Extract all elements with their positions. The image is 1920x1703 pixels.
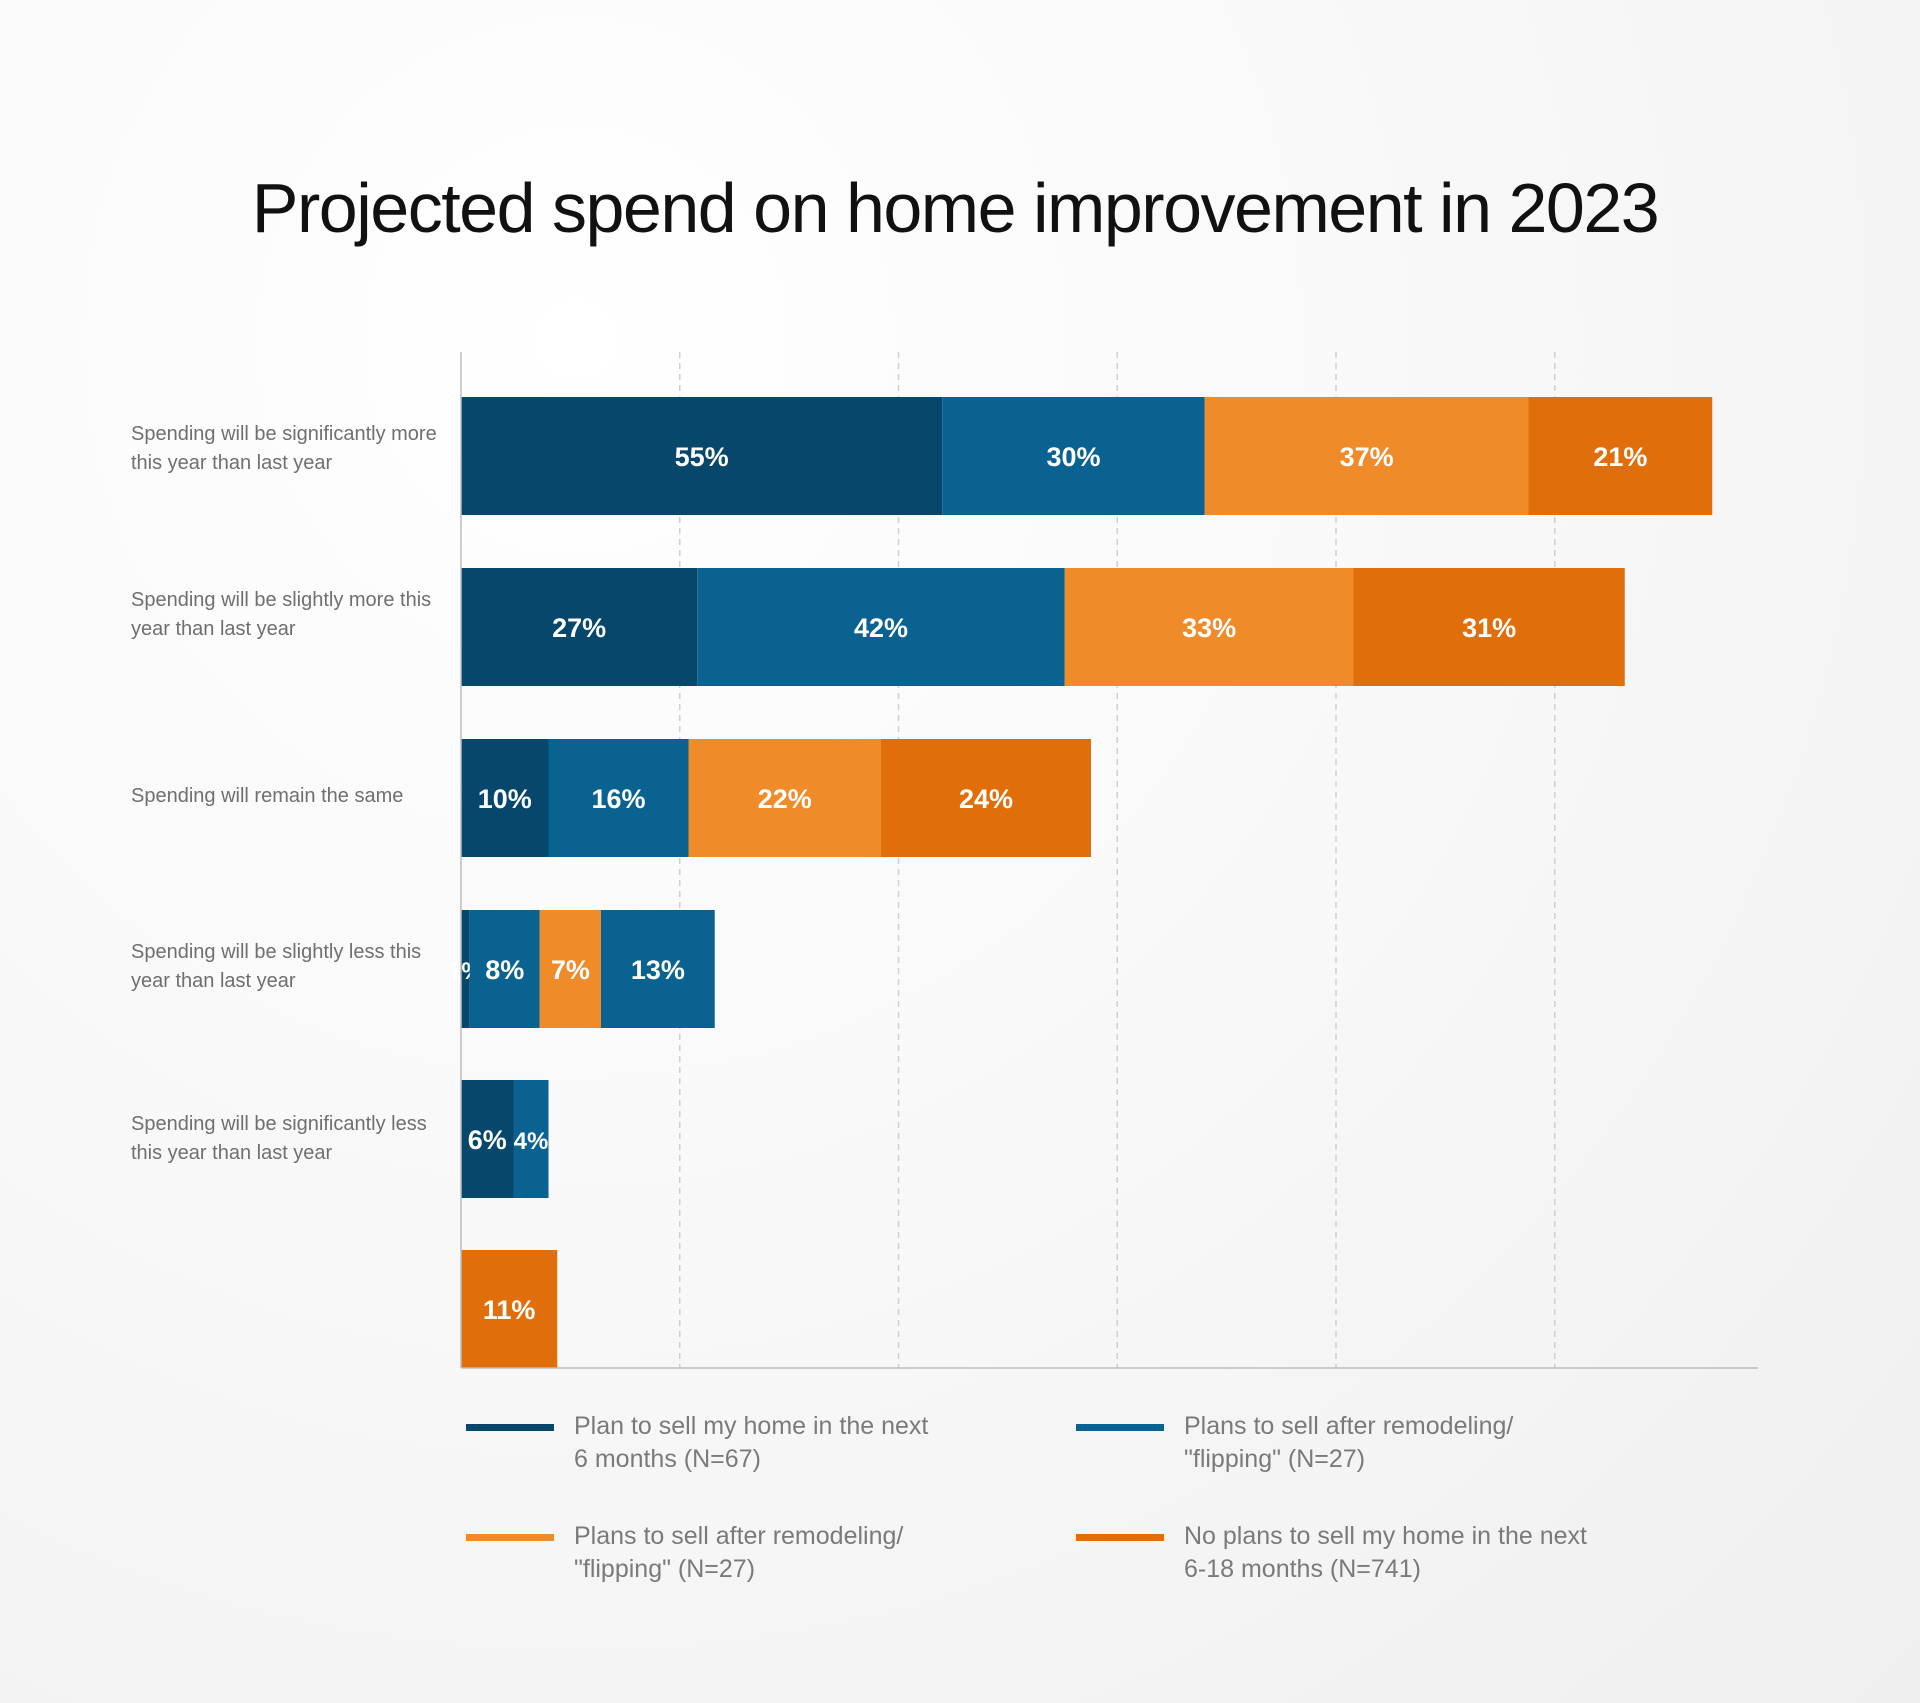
legend-swatch bbox=[466, 1424, 554, 1431]
bar-value-label: 22% bbox=[758, 784, 812, 814]
bar-value-label: 30% bbox=[1046, 442, 1100, 472]
legend-swatch bbox=[466, 1534, 554, 1541]
bar-value-label: 16% bbox=[591, 784, 645, 814]
legend-label: Plan to sell my home in the next 6 month… bbox=[574, 1412, 929, 1473]
bar-value-label: 27% bbox=[552, 613, 606, 643]
bar-value-label: 7% bbox=[551, 955, 590, 985]
bar-segment bbox=[601, 910, 715, 1028]
bar-segment bbox=[469, 910, 540, 1028]
bar-value-label: 31% bbox=[1462, 613, 1516, 643]
bar-value-label: 8% bbox=[485, 955, 524, 985]
category-label-slightly-less: Spending will be slightly less this year… bbox=[131, 941, 422, 992]
bar-value-label: 37% bbox=[1340, 442, 1394, 472]
bar-value-label: 55% bbox=[675, 442, 729, 472]
bar-value-label: 4% bbox=[514, 1128, 549, 1155]
bar-segment bbox=[461, 910, 470, 1028]
axes bbox=[460, 352, 1758, 1369]
bar-value-label: 11% bbox=[483, 1295, 536, 1325]
bar-segment bbox=[513, 1080, 549, 1198]
category-label-remain-same: Spending will remain the same bbox=[131, 785, 404, 807]
bar-segment bbox=[1064, 568, 1354, 686]
category-label-significantly-more: Spending will be significantly more this… bbox=[131, 423, 437, 474]
chart-title: Projected spend on home improvement in 2… bbox=[251, 169, 1660, 247]
bar-segment bbox=[697, 568, 1065, 686]
bar-value-label: 10% bbox=[478, 784, 532, 814]
bar-value-label: 24% bbox=[959, 784, 1013, 814]
bar-segment bbox=[461, 1250, 558, 1368]
legend-label: Plans to sell after remodeling/ "flippin… bbox=[1184, 1412, 1514, 1473]
bar-value-label: 21% bbox=[1593, 442, 1647, 472]
bar-segment bbox=[461, 568, 698, 686]
bar-segment bbox=[539, 910, 601, 1028]
bar-segment bbox=[1204, 397, 1529, 515]
category-label-slightly-more: Spending will be slightly more this year… bbox=[131, 589, 432, 640]
bar-value-label: 42% bbox=[854, 613, 908, 643]
bar-value-label: 13% bbox=[631, 955, 685, 985]
category-label-significantly-less: Spending will be significantly less this… bbox=[131, 1113, 427, 1164]
legend-swatch bbox=[1076, 1534, 1164, 1541]
grid-lines bbox=[679, 352, 1556, 1368]
legend-swatch bbox=[1076, 1424, 1164, 1431]
legend-label: No plans to sell my home in the next 6-1… bbox=[1184, 1522, 1587, 1583]
bar-segment bbox=[688, 739, 881, 857]
bar-value-label: 33% bbox=[1182, 613, 1236, 643]
bar-segment bbox=[1353, 568, 1625, 686]
bar-segment bbox=[548, 739, 689, 857]
legend-label: Plans to sell after remodeling/ "flippin… bbox=[574, 1522, 904, 1583]
bar-segments: 55% 30% 37% 21%27% 42% 33% 31%10% 16% 22% 24%1% 8%… bbox=[448, 397, 1713, 1368]
bar-segment bbox=[461, 397, 943, 515]
bar-segment bbox=[461, 1080, 514, 1198]
bar-segment bbox=[461, 739, 549, 857]
bar-segment bbox=[942, 397, 1205, 515]
bar-value-label: 6% bbox=[468, 1125, 507, 1155]
bar-segment bbox=[1528, 397, 1713, 515]
bar-segment bbox=[881, 739, 1091, 857]
